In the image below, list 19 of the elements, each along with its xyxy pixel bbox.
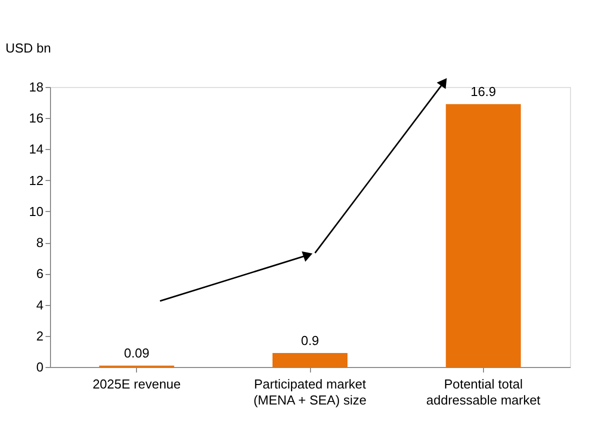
data-label: 0.09 (124, 346, 150, 361)
x-tick-label: 2025E revenue (92, 376, 181, 392)
y-tick-label: 4 (36, 297, 44, 312)
y-tick-label: 2 (36, 328, 44, 344)
y-tick-label: 18 (29, 80, 44, 94)
y-tick-label: 8 (36, 235, 44, 250)
y-tick-label: 12 (29, 172, 44, 188)
y-axis-title: USD bn (6, 40, 52, 56)
y-tick-label: 0 (36, 360, 44, 374)
x-tick-label: Participated market (MENA + SEA) size (253, 376, 367, 408)
bar (446, 104, 521, 367)
y-tick-label: 14 (29, 142, 44, 157)
y-tick-label: 16 (29, 110, 44, 126)
x-tick-label: Potential total addressable market (426, 376, 541, 408)
bar (272, 353, 348, 367)
y-tick-label: 6 (36, 266, 44, 282)
data-label: 0.9 (300, 333, 320, 348)
data-label: 16.9 (470, 84, 496, 100)
y-tick-label: 10 (29, 204, 44, 219)
